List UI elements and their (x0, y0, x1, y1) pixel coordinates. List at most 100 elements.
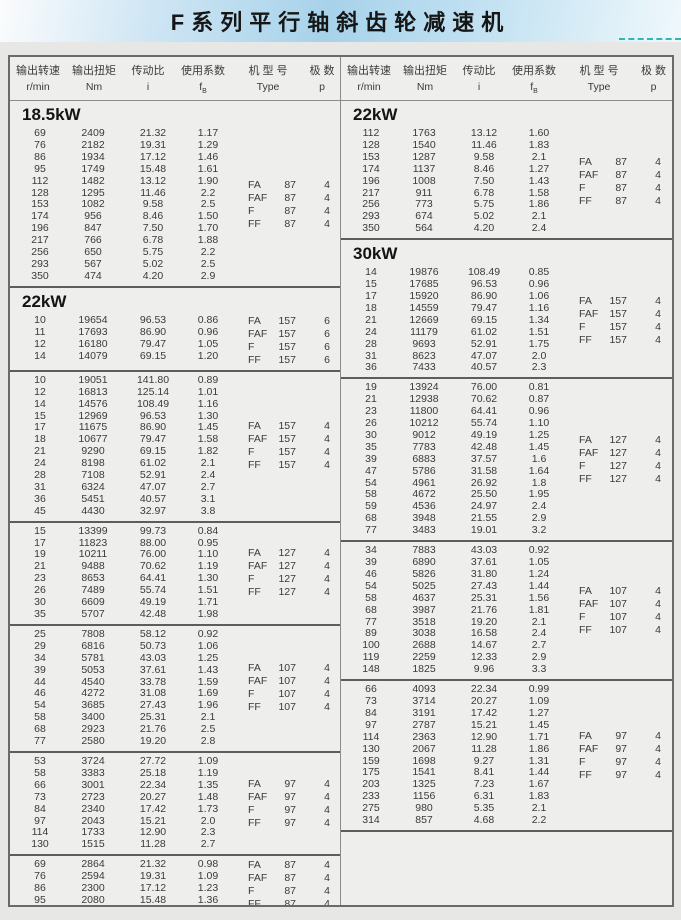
ratio-value: 79.47 (139, 337, 167, 350)
type-row: FF 87 4 (579, 194, 672, 208)
service-factor-value: 2.5 (200, 257, 216, 270)
torque-value: 15920 (409, 289, 439, 302)
type-row: FAF 157 4 (248, 433, 344, 446)
type-list: FA 87 4 FAF 87 4 F 87 4 FF 87 4 (234, 128, 344, 283)
table-row: 30 6609 49.19 1.71 (18, 596, 234, 609)
speed-value: 66 (34, 778, 46, 791)
ratio-value: 19.01 (470, 524, 498, 537)
ratio-value: 64.41 (470, 405, 498, 418)
model-size: 157 (278, 420, 296, 433)
speed-value: 275 (362, 802, 380, 815)
ratio-value: 108.49 (467, 266, 501, 279)
table-row: 18 10677 79.47 1.58 (18, 433, 234, 446)
speed-value: 34 (365, 544, 377, 557)
speed-value: 77 (365, 615, 377, 628)
torque-value: 3483 (412, 524, 436, 537)
table-row: 21 9290 69.15 1.82 (18, 445, 234, 458)
unit-subscript: B (533, 88, 538, 96)
service-factor-value: 1.06 (197, 639, 219, 652)
model-prefix: FA (248, 314, 261, 327)
table-row: 130 1515 11.28 2.7 (18, 838, 234, 851)
model-prefix: FA (579, 433, 592, 446)
data-block: 10 19051 141.80 0.89 12 16813 125.14 1.01 14 1457… (10, 369, 340, 521)
service-factor-value: 1.06 (528, 289, 550, 302)
type-row: FA 157 4 (248, 420, 344, 433)
type-list: FA 157 4 FAF 157 4 F 157 4 FF 157 4 (565, 267, 672, 374)
torque-value: 14079 (78, 349, 108, 362)
torque-value: 2688 (412, 639, 436, 652)
unit-text: Nm (85, 81, 103, 93)
service-factor-value: 2.7 (200, 838, 216, 851)
type-list: FA 87 4 FAF 87 4 F 87 4 FF 87 4 (565, 128, 672, 235)
type-name: FF 107 (248, 701, 296, 714)
speed-value: 58 (34, 766, 46, 779)
ratio-value: 15.48 (139, 162, 167, 175)
torque-value: 1749 (81, 162, 105, 175)
speed-value: 130 (31, 838, 49, 851)
model-prefix: F (248, 885, 255, 898)
model-prefix: FAF (579, 597, 599, 610)
torque-value: 1825 (412, 663, 436, 676)
service-factor-value: 0.92 (528, 544, 550, 557)
unit-text: Type (256, 81, 280, 93)
torque-value: 564 (415, 222, 433, 235)
speed-value: 54 (34, 699, 46, 712)
ratio-value: 4.20 (473, 222, 495, 235)
service-factor-value: 0.87 (528, 393, 550, 406)
speed-value: 128 (31, 186, 49, 199)
table-row: 293 674 5.02 2.1 (349, 210, 565, 223)
model-prefix: FA (248, 547, 261, 560)
table-row: 46 4272 31.08 1.69 (18, 688, 234, 700)
speed-value: 217 (31, 234, 49, 247)
ratio-value: 32.97 (139, 504, 167, 517)
service-factor-value: 1.64 (528, 464, 550, 477)
service-factor-value: 1.09 (197, 754, 219, 767)
ratio-value: 21.76 (139, 723, 167, 736)
torque-value: 19654 (78, 313, 108, 326)
torque-value: 2923 (81, 723, 105, 736)
model-size: 97 (615, 755, 627, 768)
service-factor-value: 2.4 (531, 500, 547, 513)
speed-value: 30 (365, 428, 377, 441)
model-size: 157 (278, 433, 296, 446)
table-row: 11 17693 86.90 0.96 (18, 326, 234, 339)
type-row: FF 107 4 (248, 701, 344, 714)
speed-value: 21 (365, 393, 377, 406)
speed-value: 19 (34, 548, 46, 561)
type-name: FAF 87 (248, 872, 296, 885)
torque-value: 6883 (412, 452, 436, 465)
torque-value: 5451 (81, 492, 105, 505)
table-row: 86 2300 17.12 1.23 (18, 882, 234, 895)
header-col-4: 机 型 号 Type (563, 62, 635, 100)
service-factor-value: 1.31 (528, 754, 550, 767)
speed-value: 97 (34, 814, 46, 827)
speed-value: 46 (365, 567, 377, 580)
service-factor-value: 1.83 (528, 790, 550, 803)
torque-value: 16180 (78, 337, 108, 350)
table-row: 26 10212 55.74 1.10 (349, 417, 565, 430)
model-prefix: FF (248, 459, 261, 472)
ratio-value: 22.34 (470, 683, 498, 696)
type-name: FAF 157 (579, 308, 627, 321)
model-size: 97 (284, 790, 296, 803)
unit-text: i (146, 81, 150, 93)
speed-value: 73 (365, 694, 377, 707)
torque-value: 567 (84, 257, 102, 270)
power-section: 18.5kW 69 2409 21.32 1.17 76 2182 19.31 1.29 86 19… (10, 101, 340, 286)
pole-count: 4 (655, 168, 661, 181)
ratio-value: 69.15 (470, 313, 498, 326)
speed-value: 10 (34, 313, 46, 326)
service-factor-value: 1.81 (528, 603, 550, 616)
header-col-4: 机 型 号 Type (232, 62, 304, 100)
unit-text: r/min (357, 81, 381, 93)
speed-value: 196 (31, 222, 49, 235)
ratio-value: 20.27 (470, 694, 498, 707)
pole-count: 4 (655, 194, 661, 207)
ratio-value: 11.28 (471, 742, 497, 755)
service-factor-value: 1.25 (197, 651, 219, 664)
speed-value: 148 (362, 663, 380, 676)
pole-count: 4 (324, 662, 330, 675)
service-factor-value: 0.86 (197, 313, 219, 326)
table-row: 58 3383 25.18 1.19 (18, 766, 234, 780)
speed-value: 36 (365, 361, 377, 374)
